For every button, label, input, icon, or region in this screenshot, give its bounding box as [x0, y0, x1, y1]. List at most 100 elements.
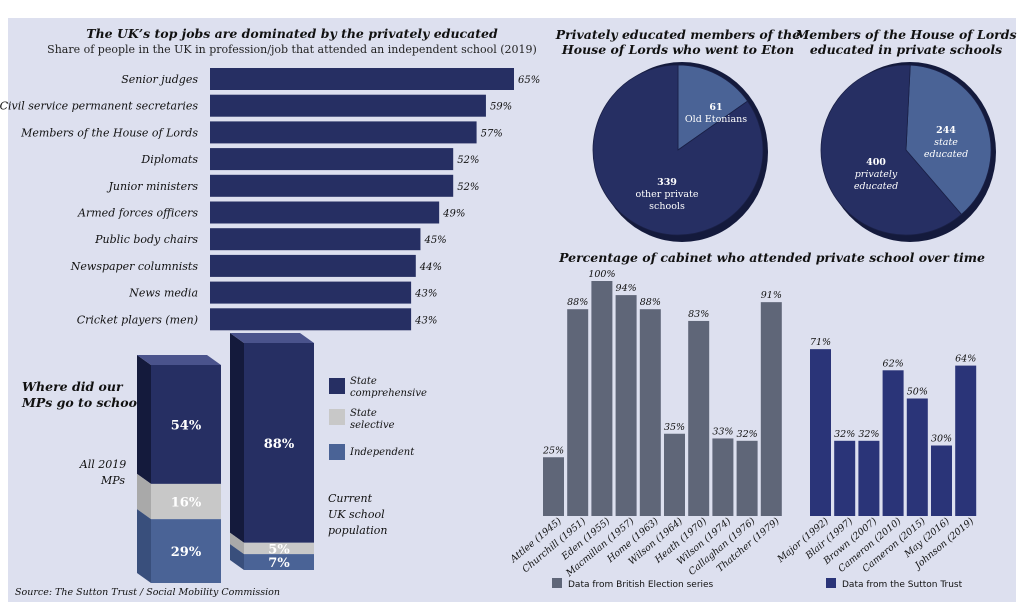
legend-label-election: Data from British Election series — [568, 580, 714, 590]
eton-pie-slices — [592, 62, 768, 242]
bar-diplomats — [210, 148, 454, 171]
bar-label-members-of-the-house-of-lords: Members of the House of Lords — [20, 126, 198, 139]
bar-label-civil-service-permanent-secretaries: Civil service permanent secretaries — [0, 100, 198, 113]
bar-label-senior-judges: Senior judges — [121, 73, 198, 86]
lords-pie-slices — [820, 62, 996, 242]
legend-label-sutton: Data from the Sutton Trust — [842, 580, 963, 590]
cabinet-bar-thatcher-1979-0 — [760, 302, 782, 516]
stack-state-selective-col2 — [244, 542, 314, 555]
pie-slice-old-etonians — [677, 64, 749, 151]
lords-pie-chart: Members of the House of Lords educated i… — [794, 27, 1017, 242]
bar-junior-ministers — [210, 174, 454, 197]
bar-label-public-body-chairs: Public body chairs — [94, 233, 198, 246]
cabinet-chart-title: Percentage of cabinet who attended priva… — [558, 250, 985, 265]
stack-top-col2 — [230, 333, 314, 343]
cabinet-value-macmillan-1957-0: 94% — [616, 283, 637, 294]
pie-slice-state-educated — [905, 64, 992, 215]
bar-value-members-of-the-house-of-lords: 57% — [481, 128, 503, 139]
legend-swatch-independent — [329, 444, 345, 460]
bar-news-media — [210, 281, 412, 304]
stack-value-independent-col1: 29% — [171, 545, 202, 560]
eton-pie-title-line-1: Privately educated members of the — [555, 27, 800, 42]
cabinet-bar-eden-1955-0 — [591, 281, 613, 516]
mps-title-line-2: MPs go to school? — [21, 395, 150, 410]
bar-value-civil-service-permanent-secretaries: 59% — [490, 102, 512, 113]
pie-slice-other-private-schools — [592, 64, 764, 236]
cabinet-bar-callaghan-1976-0 — [736, 440, 758, 516]
cabinet-value-thatcher-1979-0: 91% — [761, 290, 782, 301]
bar-value-junior-ministers: 52% — [457, 182, 479, 193]
cabinet-bar-johnson-2019-1 — [955, 365, 977, 516]
cabinet-value-eden-1955-0: 100% — [588, 269, 615, 280]
cabinet-value-attlee-1945-0: 25% — [542, 445, 564, 456]
cabinet-bar-attlee-1945-0 — [543, 457, 564, 516]
cabinet-bar-blair-1997-1 — [834, 440, 856, 516]
bar-value-public-body-chairs: 45% — [423, 235, 446, 246]
cabinet-value-callaghan-1976-0: 32% — [737, 429, 758, 440]
legend-swatch-sutton — [826, 578, 836, 588]
bar-label-newspaper-columnists: Newspaper columnists — [70, 260, 199, 273]
stack-value-independent-col2: 7% — [268, 556, 290, 571]
cabinet-bar-macmillan-1957-0 — [615, 295, 637, 516]
cabinet-bar-cameron-2010-1 — [882, 370, 904, 516]
cabinet-bars: 25%Attlee (1945)88%Churchill (1951)100%E… — [508, 269, 977, 580]
mps-category-2-line-3: population — [328, 524, 388, 537]
bar-senior-judges — [210, 68, 514, 90]
stack-value-state-comprehensive-col2: 88% — [264, 437, 295, 452]
stack-independent-col1 — [151, 519, 221, 583]
mps-title-line-1: Where did our — [22, 379, 124, 394]
stack-state-comprehensive-col2 — [244, 343, 314, 543]
top-jobs-title: The UK’s top jobs are dominated by the p… — [86, 26, 498, 41]
eton-pie-chart: Privately educated members of the House … — [555, 27, 800, 242]
cabinet-value-churchill-1951-0: 88% — [567, 297, 588, 308]
stack-state-comprehensive-col1 — [151, 365, 221, 484]
top-jobs-chart: The UK’s top jobs are dominated by the p… — [0, 26, 540, 331]
lords-pie-title-line-1: Members of the House of Lords — [794, 27, 1016, 42]
pie-label-privately-educated-text-2: educated — [854, 181, 898, 192]
bar-cricket-players-men — [210, 308, 412, 331]
cabinet-value-home-1963-0: 88% — [640, 297, 661, 308]
bar-value-senior-judges: 65% — [518, 75, 540, 86]
stack-side-state-selective-col2 — [230, 532, 244, 555]
bar-value-diplomats: 52% — [457, 155, 479, 166]
cabinet-value-cameron-2015-1: 50% — [907, 387, 928, 398]
legend-state-comprehensive-line-2: comprehensive — [350, 388, 427, 399]
pie-label-state-educated-count: 244 — [936, 125, 956, 136]
pie-label-state-educated-text-2: educated — [924, 149, 968, 160]
legend-swatch-state-selective — [329, 409, 345, 425]
bar-public-body-chairs — [210, 228, 421, 251]
bar-label-diplomats: Diplomats — [140, 153, 198, 166]
cabinet-value-wilson-1964-0: 35% — [664, 422, 685, 433]
mps-category-2-line-2: UK school — [328, 508, 385, 521]
cabinet-bar-cameron-2015-1 — [906, 398, 928, 516]
stack-value-state-comprehensive-col1: 54% — [171, 418, 202, 433]
stack-value-state-selective-col2: 5% — [268, 542, 290, 557]
mps-category-1-line-1: All 2019 — [79, 458, 126, 471]
pie-label-old-etonians-count: 61 — [709, 102, 722, 113]
cabinet-bar-home-1963-0 — [639, 309, 661, 516]
cabinet-bar-major-1992-1 — [810, 349, 831, 516]
cabinet-value-blair-1997-1: 32% — [834, 429, 855, 440]
source-note: Source: The Sutton Trust / Social Mobili… — [15, 587, 280, 598]
bar-armed-forces-officers — [210, 201, 440, 224]
mps-category-2-line-1: Current — [328, 492, 373, 505]
pie-label-other-private-text-1: other private — [636, 189, 699, 200]
bar-value-news-media: 43% — [414, 289, 437, 300]
lords-pie-title-line-2: educated in private schools — [810, 42, 1002, 57]
cabinet-bar-wilson-1964-0 — [664, 433, 685, 516]
stack-state-selective-col1 — [151, 483, 221, 520]
stack-side-independent-col1 — [137, 509, 151, 583]
cabinet-value-wilson-1974-0: 33% — [712, 426, 733, 437]
bar-civil-service-permanent-secretaries — [210, 94, 486, 117]
cabinet-bar-may-2016-1 — [931, 445, 952, 516]
cabinet-bar-wilson-1974-0 — [712, 438, 734, 516]
cabinet-value-johnson-2019-1: 64% — [955, 354, 976, 365]
legend-swatch-state-comprehensive — [329, 378, 345, 394]
bar-label-cricket-players-men: Cricket players (men) — [77, 313, 198, 326]
top-jobs-bars: Senior judges 65% Civil service permanent … — [0, 68, 540, 331]
cabinet-value-heath-1970-0: 83% — [688, 309, 709, 320]
eton-pie-title-line-2: House of Lords who went to Eton — [561, 42, 794, 57]
bar-newspaper-columnists — [210, 254, 416, 277]
stack-side-state-comprehensive-col1 — [137, 355, 151, 484]
